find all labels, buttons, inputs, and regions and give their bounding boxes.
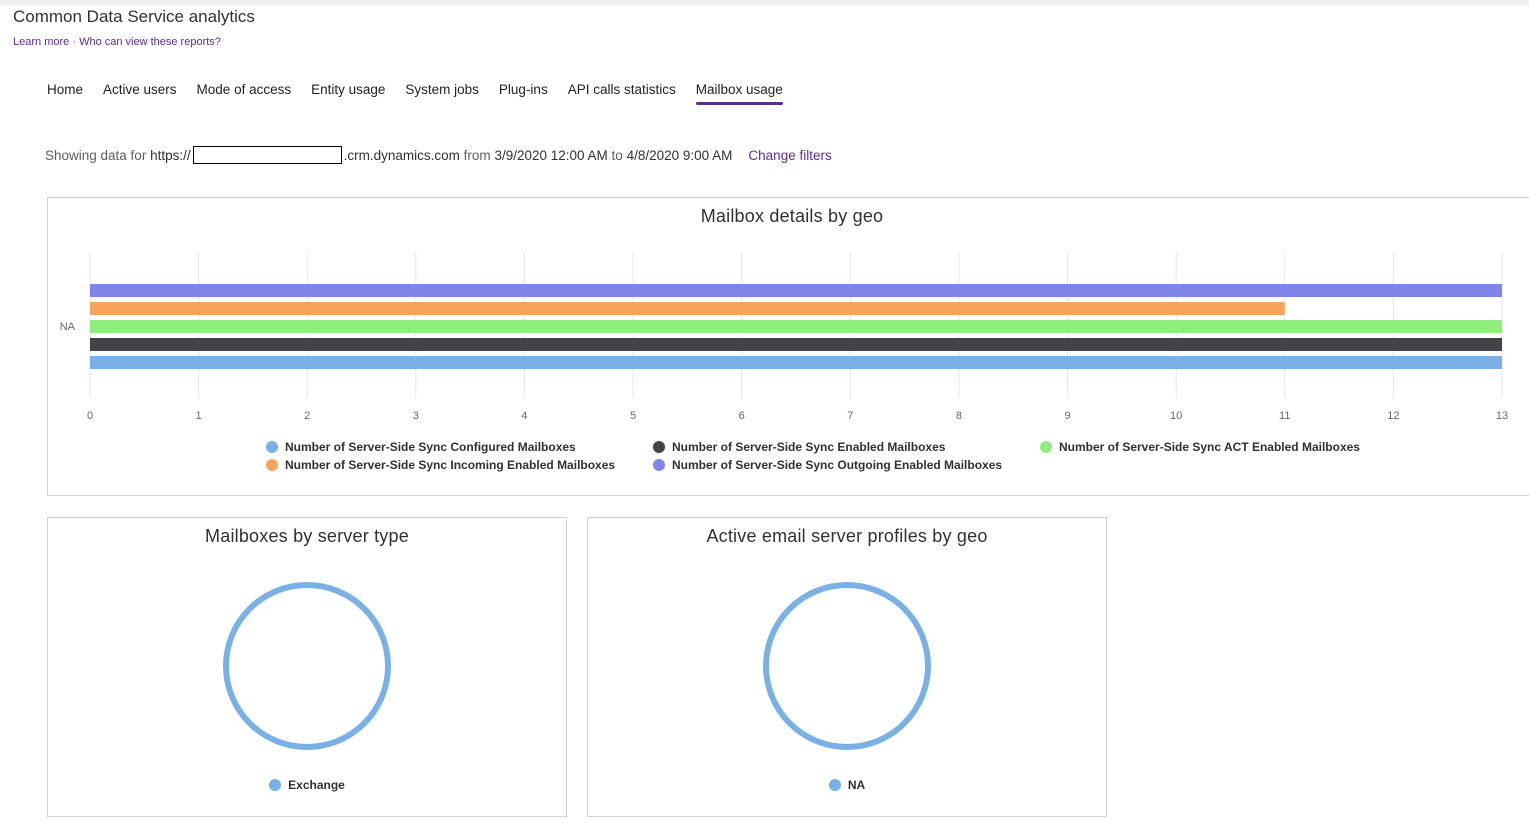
report-tabs: Home Active users Mode of access Entity … [47,82,803,105]
bar[interactable] [90,284,1502,297]
legend-dot [828,779,841,791]
donut-chart [223,582,391,750]
page-title: Common Data Service analytics [13,7,255,26]
x-tick-label: 12 [1387,410,1399,422]
mailbox-details-card: Mailbox details by geo 0 1 2 3 4 5 6 7 8 9 10 11 12 1… [47,197,1529,496]
change-filters-link[interactable]: Change filters [748,147,832,163]
filter-url-end: .crm.dynamics.com [343,147,460,163]
mailboxes-by-server-type-card: Mailboxes by server type Exchange [47,517,567,817]
donut-legend[interactable]: Exchange [48,778,566,792]
header-links: Learn more · Who can view these reports? [13,36,221,48]
x-tick-label: 4 [521,410,527,422]
donut-slice[interactable] [763,582,931,750]
x-tick-label: 6 [739,410,745,422]
bar[interactable] [90,320,1502,333]
donut-slice[interactable] [223,582,391,750]
active-email-server-profiles-card: Active email server profiles by geo NA [587,517,1107,817]
filter-url-start: https:// [150,147,191,163]
top-bar [0,0,1529,6]
legend-dot [1040,441,1052,453]
x-tick-label: 13 [1496,410,1508,422]
legend-dot [653,441,665,453]
x-tick-label: 0 [87,410,93,422]
legend-dot [266,459,278,471]
y-category-label: NA [60,321,76,333]
chart-title: Mailboxes by server type [205,526,409,546]
legend-label: Exchange [288,778,345,792]
tab-api-calls-statistics[interactable]: API calls statistics [567,82,676,97]
x-tick-label: 8 [956,410,962,422]
chart-title: Active email server profiles by geo [706,526,988,546]
filter-to-date: 4/8/2020 9:00 AM [626,147,733,163]
filter-to-word: to [611,147,623,163]
donut-legend[interactable]: NA [588,778,1106,792]
x-tick-label: 10 [1170,410,1182,422]
x-tick-label: 5 [630,410,636,422]
bar[interactable] [90,356,1502,369]
x-tick-label: 2 [304,410,310,422]
legend-label: Number of Server-Side Sync Outgoing Enab… [672,458,1003,472]
tab-mailbox-usage[interactable]: Mailbox usage [695,82,783,105]
chart-title: Mailbox details by geo [700,206,884,226]
bar-chart-legend: Number of Server-Side Sync Configured Ma… [48,198,1529,497]
legend-item[interactable]: Number of Server-Side Sync Incoming Enab… [266,458,615,472]
legend-label: Number of Server-Side Sync Configured Ma… [285,440,576,454]
tab-entity-usage[interactable]: Entity usage [311,82,386,97]
tab-system-jobs[interactable]: System jobs [405,82,479,97]
legend-label: Number of Server-Side Sync ACT Enabled M… [1059,440,1360,454]
donut-chart [763,582,931,750]
tab-active-users[interactable]: Active users [103,82,177,97]
legend-item[interactable]: Number of Server-Side Sync ACT Enabled M… [1040,440,1360,454]
legend-label: NA [847,778,866,792]
bar[interactable] [90,302,1285,315]
filter-summary: Showing data for https:// .crm.dynamics.… [45,146,832,164]
tab-plug-ins[interactable]: Plug-ins [498,82,548,97]
who-can-view-link[interactable]: Who can view these reports? [79,36,221,48]
x-tick-label: 7 [847,410,853,422]
legend-dot [266,441,278,453]
filter-from-date: 3/9/2020 12:00 AM [494,147,608,163]
legend-dot [653,459,665,471]
legend-item[interactable]: Number of Server-Side Sync Enabled Mailb… [653,440,945,454]
x-tick-label: 3 [413,410,419,422]
legend-item[interactable]: Number of Server-Side Sync Configured Ma… [266,440,576,454]
tab-home[interactable]: Home [47,82,84,97]
tab-mode-of-access[interactable]: Mode of access [196,82,292,97]
redacted-org-name [192,146,342,164]
learn-more-link[interactable]: Learn more [13,36,70,48]
legend-item[interactable]: Number of Server-Side Sync Outgoing Enab… [653,458,1002,472]
x-tick-label: 1 [196,410,202,422]
legend-label: Number of Server-Side Sync Incoming Enab… [285,458,616,472]
x-tick-label: 9 [1064,410,1070,422]
x-tick-label: 11 [1279,410,1290,422]
filter-prefix: Showing data for [45,147,147,163]
link-separator: · [72,36,76,48]
bar[interactable] [90,338,1502,351]
legend-label: Number of Server-Side Sync Enabled Mailb… [672,440,946,454]
filter-from-word: from [463,147,491,163]
legend-dot [269,779,282,791]
